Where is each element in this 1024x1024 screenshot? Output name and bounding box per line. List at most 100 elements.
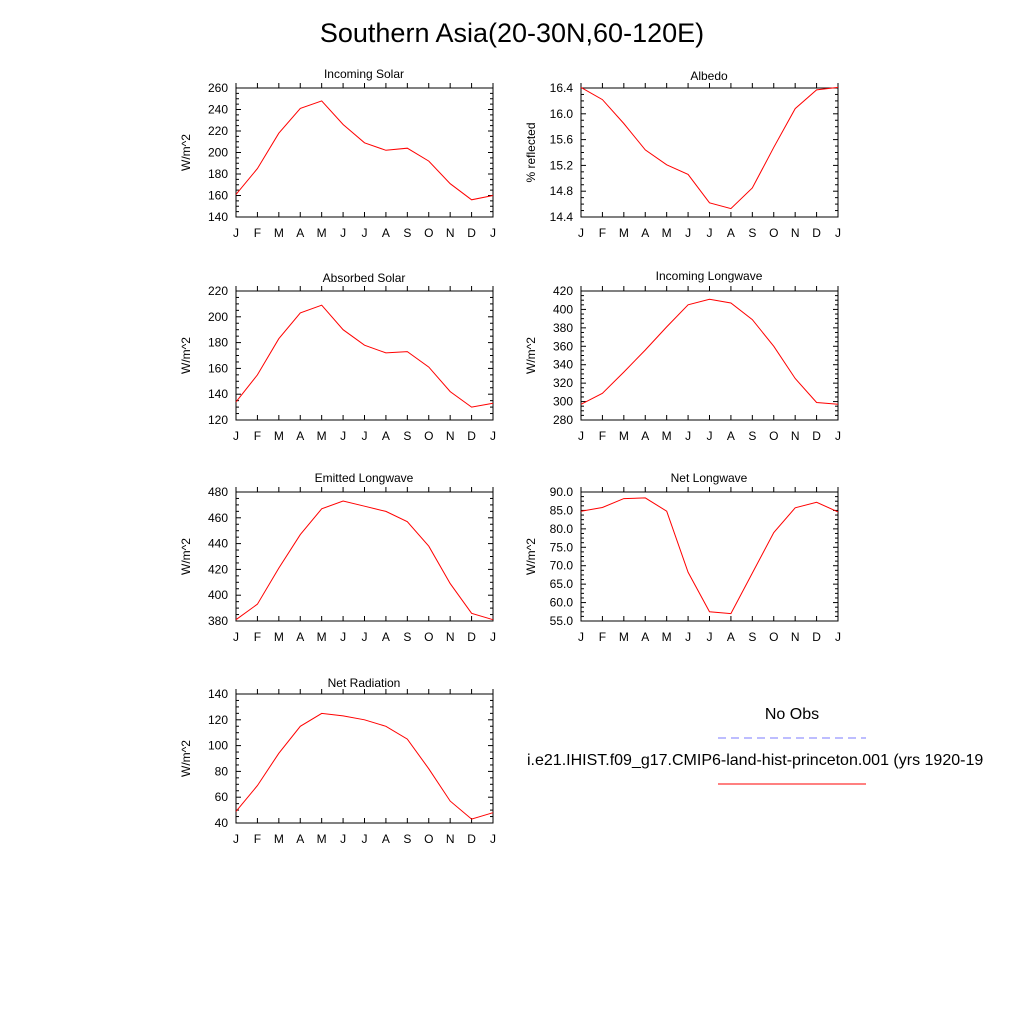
x-tick-label: N [446, 630, 455, 644]
x-tick-label: J [490, 832, 496, 846]
y-tick-label: 320 [553, 376, 573, 390]
y-tick-label: 60 [215, 790, 229, 804]
y-axis-label: % reflected [524, 122, 538, 182]
y-tick-label: 55.0 [550, 614, 574, 628]
x-tick-label: J [707, 429, 713, 443]
y-axis-label: W/m^2 [524, 337, 538, 374]
panel-title-incoming-longwave: Incoming Longwave [655, 269, 763, 283]
y-tick-label: 14.4 [550, 210, 574, 224]
plot-frame [580, 491, 839, 622]
x-tick-label: D [467, 832, 476, 846]
y-axis-label: W/m^2 [524, 538, 538, 575]
x-tick-label: J [233, 832, 239, 846]
x-tick-label: N [446, 429, 455, 443]
x-tick-label: M [274, 630, 284, 644]
y-tick-label: 480 [208, 485, 228, 499]
x-tick-label: D [467, 226, 476, 240]
y-tick-label: 70.0 [550, 559, 574, 573]
x-tick-label: S [748, 429, 756, 443]
y-tick-label: 400 [208, 588, 228, 602]
x-tick-label: A [641, 226, 649, 240]
x-tick-label: S [403, 226, 411, 240]
y-tick-label: 15.2 [550, 158, 574, 172]
y-tick-label: 300 [553, 395, 573, 409]
y-tick-label: 440 [208, 537, 228, 551]
x-tick-label: A [296, 630, 304, 644]
y-tick-label: 260 [208, 81, 228, 95]
x-tick-label: J [233, 226, 239, 240]
y-tick-label: 160 [208, 189, 228, 203]
x-tick-label: A [382, 630, 390, 644]
y-tick-label: 220 [208, 124, 228, 138]
plot-frame [235, 290, 494, 421]
series-line [235, 100, 494, 201]
y-tick-label: 60.0 [550, 596, 574, 610]
x-tick-label: J [707, 226, 713, 240]
x-tick-label: J [362, 832, 368, 846]
x-tick-label: J [578, 630, 584, 644]
plot-frame [580, 290, 839, 421]
x-tick-label: J [233, 630, 239, 644]
x-tick-label: J [490, 630, 496, 644]
x-tick-label: N [446, 226, 455, 240]
y-tick-label: 200 [208, 310, 228, 324]
x-tick-label: J [233, 429, 239, 443]
x-tick-label: J [490, 226, 496, 240]
x-tick-label: F [254, 832, 261, 846]
series-line [235, 304, 494, 408]
y-tick-label: 140 [208, 210, 228, 224]
x-tick-label: J [340, 832, 346, 846]
x-tick-label: J [685, 429, 691, 443]
x-tick-label: O [424, 630, 433, 644]
x-tick-label: O [769, 429, 778, 443]
x-tick-label: J [340, 630, 346, 644]
x-tick-label: J [362, 429, 368, 443]
x-tick-label: A [727, 226, 735, 240]
y-tick-label: 380 [208, 614, 228, 628]
plot-frame [580, 87, 839, 218]
x-tick-label: A [382, 832, 390, 846]
x-tick-label: M [317, 429, 327, 443]
y-tick-label: 15.6 [550, 133, 574, 147]
panel-title-albedo: Albedo [690, 69, 728, 83]
x-tick-label: S [748, 226, 756, 240]
y-tick-label: 180 [208, 336, 228, 350]
y-tick-label: 75.0 [550, 540, 574, 554]
x-tick-label: J [362, 226, 368, 240]
panel-title-net-radiation: Net Radiation [327, 676, 401, 690]
legend-obs-label: No Obs [764, 706, 820, 723]
x-tick-label: A [641, 630, 649, 644]
x-tick-label: F [599, 630, 606, 644]
y-tick-label: 16.0 [550, 107, 574, 121]
x-tick-label: M [274, 832, 284, 846]
x-tick-label: A [296, 832, 304, 846]
x-tick-label: M [662, 226, 672, 240]
x-tick-label: J [362, 630, 368, 644]
x-tick-label: M [317, 630, 327, 644]
y-tick-label: 340 [553, 358, 573, 372]
x-tick-label: A [296, 226, 304, 240]
x-tick-label: J [490, 429, 496, 443]
x-tick-label: D [467, 429, 476, 443]
legend-model-label: i.e21.IHIST.f09_g17.CMIP6-land-hist-prin… [527, 752, 984, 769]
x-tick-label: S [403, 630, 411, 644]
x-tick-label: J [707, 630, 713, 644]
y-tick-label: 80.0 [550, 522, 574, 536]
x-tick-label: A [296, 429, 304, 443]
y-tick-label: 160 [208, 361, 228, 375]
y-tick-label: 65.0 [550, 577, 574, 591]
plot-frame [235, 87, 494, 218]
series-line [580, 298, 839, 405]
y-tick-label: 85.0 [550, 503, 574, 517]
x-tick-label: J [835, 630, 841, 644]
x-tick-label: O [424, 832, 433, 846]
x-tick-label: J [340, 429, 346, 443]
x-tick-label: M [662, 429, 672, 443]
y-tick-label: 80 [215, 764, 229, 778]
x-tick-label: J [578, 429, 584, 443]
x-tick-label: M [274, 429, 284, 443]
x-tick-label: A [727, 630, 735, 644]
panel-title-emitted-longwave: Emitted Longwave [314, 471, 414, 485]
